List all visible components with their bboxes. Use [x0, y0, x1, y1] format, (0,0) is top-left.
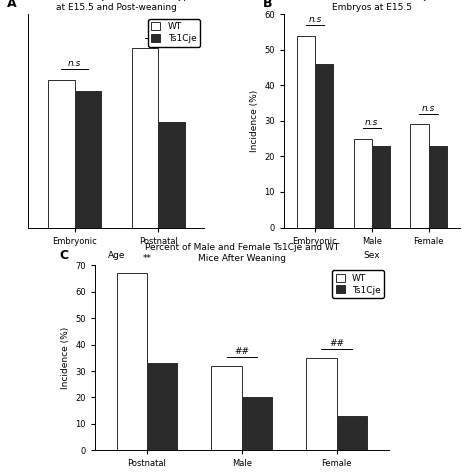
Bar [306, 358, 337, 450]
Bar [354, 138, 372, 228]
Title: Percent of Male and Female Ts1Cje and WT
Embryos at E15.5: Percent of Male and Female Ts1Cje and WT… [274, 0, 469, 12]
Title: Percent of Male and Female Ts1Cje and WT
Mice After Weaning: Percent of Male and Female Ts1Cje and WT… [145, 243, 339, 263]
Text: A: A [7, 0, 17, 10]
Bar [337, 416, 367, 450]
Bar [117, 273, 147, 450]
Bar [242, 398, 272, 450]
Bar [147, 363, 177, 450]
Legend: WT, Ts1Cje: WT, Ts1Cje [148, 19, 200, 47]
Legend: WT, Ts1Cje: WT, Ts1Cje [332, 270, 384, 298]
Text: B: B [263, 0, 272, 10]
Text: n.s: n.s [422, 104, 435, 113]
Title: Percent of Ts1Cje and WT Genotypes
at E15.5 and Post-weaning: Percent of Ts1Cje and WT Genotypes at E1… [33, 0, 200, 12]
Text: **: ** [143, 254, 151, 263]
Bar [48, 80, 74, 228]
X-axis label: Age: Age [108, 251, 125, 260]
Bar [315, 64, 333, 228]
Text: C: C [60, 249, 69, 262]
Bar [297, 36, 315, 228]
Text: **: ** [154, 27, 163, 36]
Bar [132, 48, 158, 228]
Bar [158, 122, 185, 228]
Bar [211, 366, 242, 450]
X-axis label: Sex: Sex [364, 251, 380, 260]
Bar [372, 146, 390, 228]
Text: ##: ## [329, 339, 344, 348]
Text: n.s: n.s [68, 59, 81, 68]
Bar [74, 91, 101, 228]
Y-axis label: Incidence (%): Incidence (%) [249, 90, 258, 152]
Y-axis label: Incidence (%): Incidence (%) [61, 327, 70, 389]
Text: n.s: n.s [365, 118, 378, 127]
Bar [428, 146, 447, 228]
Text: n.s: n.s [308, 15, 322, 24]
Text: ##: ## [234, 346, 249, 356]
Bar [410, 125, 428, 228]
